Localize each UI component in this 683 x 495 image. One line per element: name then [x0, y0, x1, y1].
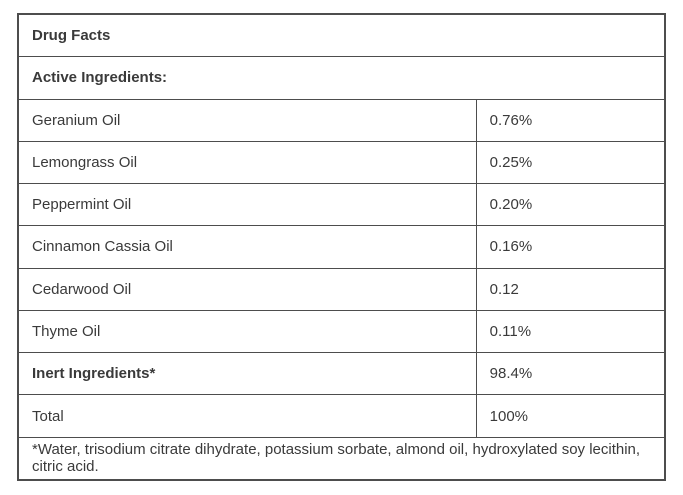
ingredient-value: 0.11%: [475, 310, 664, 353]
table-row: Cinnamon Cassia Oil 0.16%: [19, 225, 664, 268]
total-value: 100%: [475, 395, 664, 437]
ingredient-name: Peppermint Oil: [32, 196, 132, 214]
table-row-title: Drug Facts: [19, 15, 664, 56]
inert-ingredients-label: Inert Ingredients*: [32, 365, 156, 383]
table-row-inert: Inert Ingredients* 98.4%: [19, 352, 664, 395]
ingredient-value: 0.20%: [475, 184, 664, 226]
ingredient-name: Lemongrass Oil: [32, 153, 138, 171]
table-row-footnote: *Water, trisodium citrate dihydrate, pot…: [19, 436, 664, 479]
table-row: Peppermint Oil 0.20%: [19, 183, 664, 226]
inert-ingredients-footnote: *Water, trisodium citrate dihydrate, pot…: [32, 441, 641, 476]
table-row: Lemongrass Oil 0.25%: [19, 140, 664, 184]
ingredient-value: 0.12: [475, 268, 664, 310]
ingredient-value: 0.76%: [475, 99, 664, 141]
table-row-total: Total 100%: [19, 394, 664, 437]
table-row: Geranium Oil 0.76%: [19, 98, 664, 141]
drug-facts-title: Drug Facts: [32, 27, 111, 45]
ingredient-name: Cedarwood Oil: [32, 280, 132, 298]
ingredient-name: Thyme Oil: [32, 322, 101, 340]
table-row: Thyme Oil 0.11%: [19, 309, 664, 353]
ingredient-value: 0.25%: [475, 141, 664, 184]
ingredient-name: Cinnamon Cassia Oil: [32, 238, 173, 256]
table-row: Cedarwood Oil 0.12: [19, 267, 664, 310]
table-row-section-header: Active Ingredients:: [19, 56, 664, 98]
drug-facts-table: Drug Facts Active Ingredients: Geranium …: [17, 13, 666, 481]
total-label: Total: [32, 407, 64, 425]
ingredient-name: Geranium Oil: [32, 111, 121, 129]
inert-ingredients-value: 98.4%: [475, 353, 664, 395]
ingredient-value: 0.16%: [475, 226, 664, 268]
active-ingredients-header: Active Ingredients:: [32, 69, 168, 87]
